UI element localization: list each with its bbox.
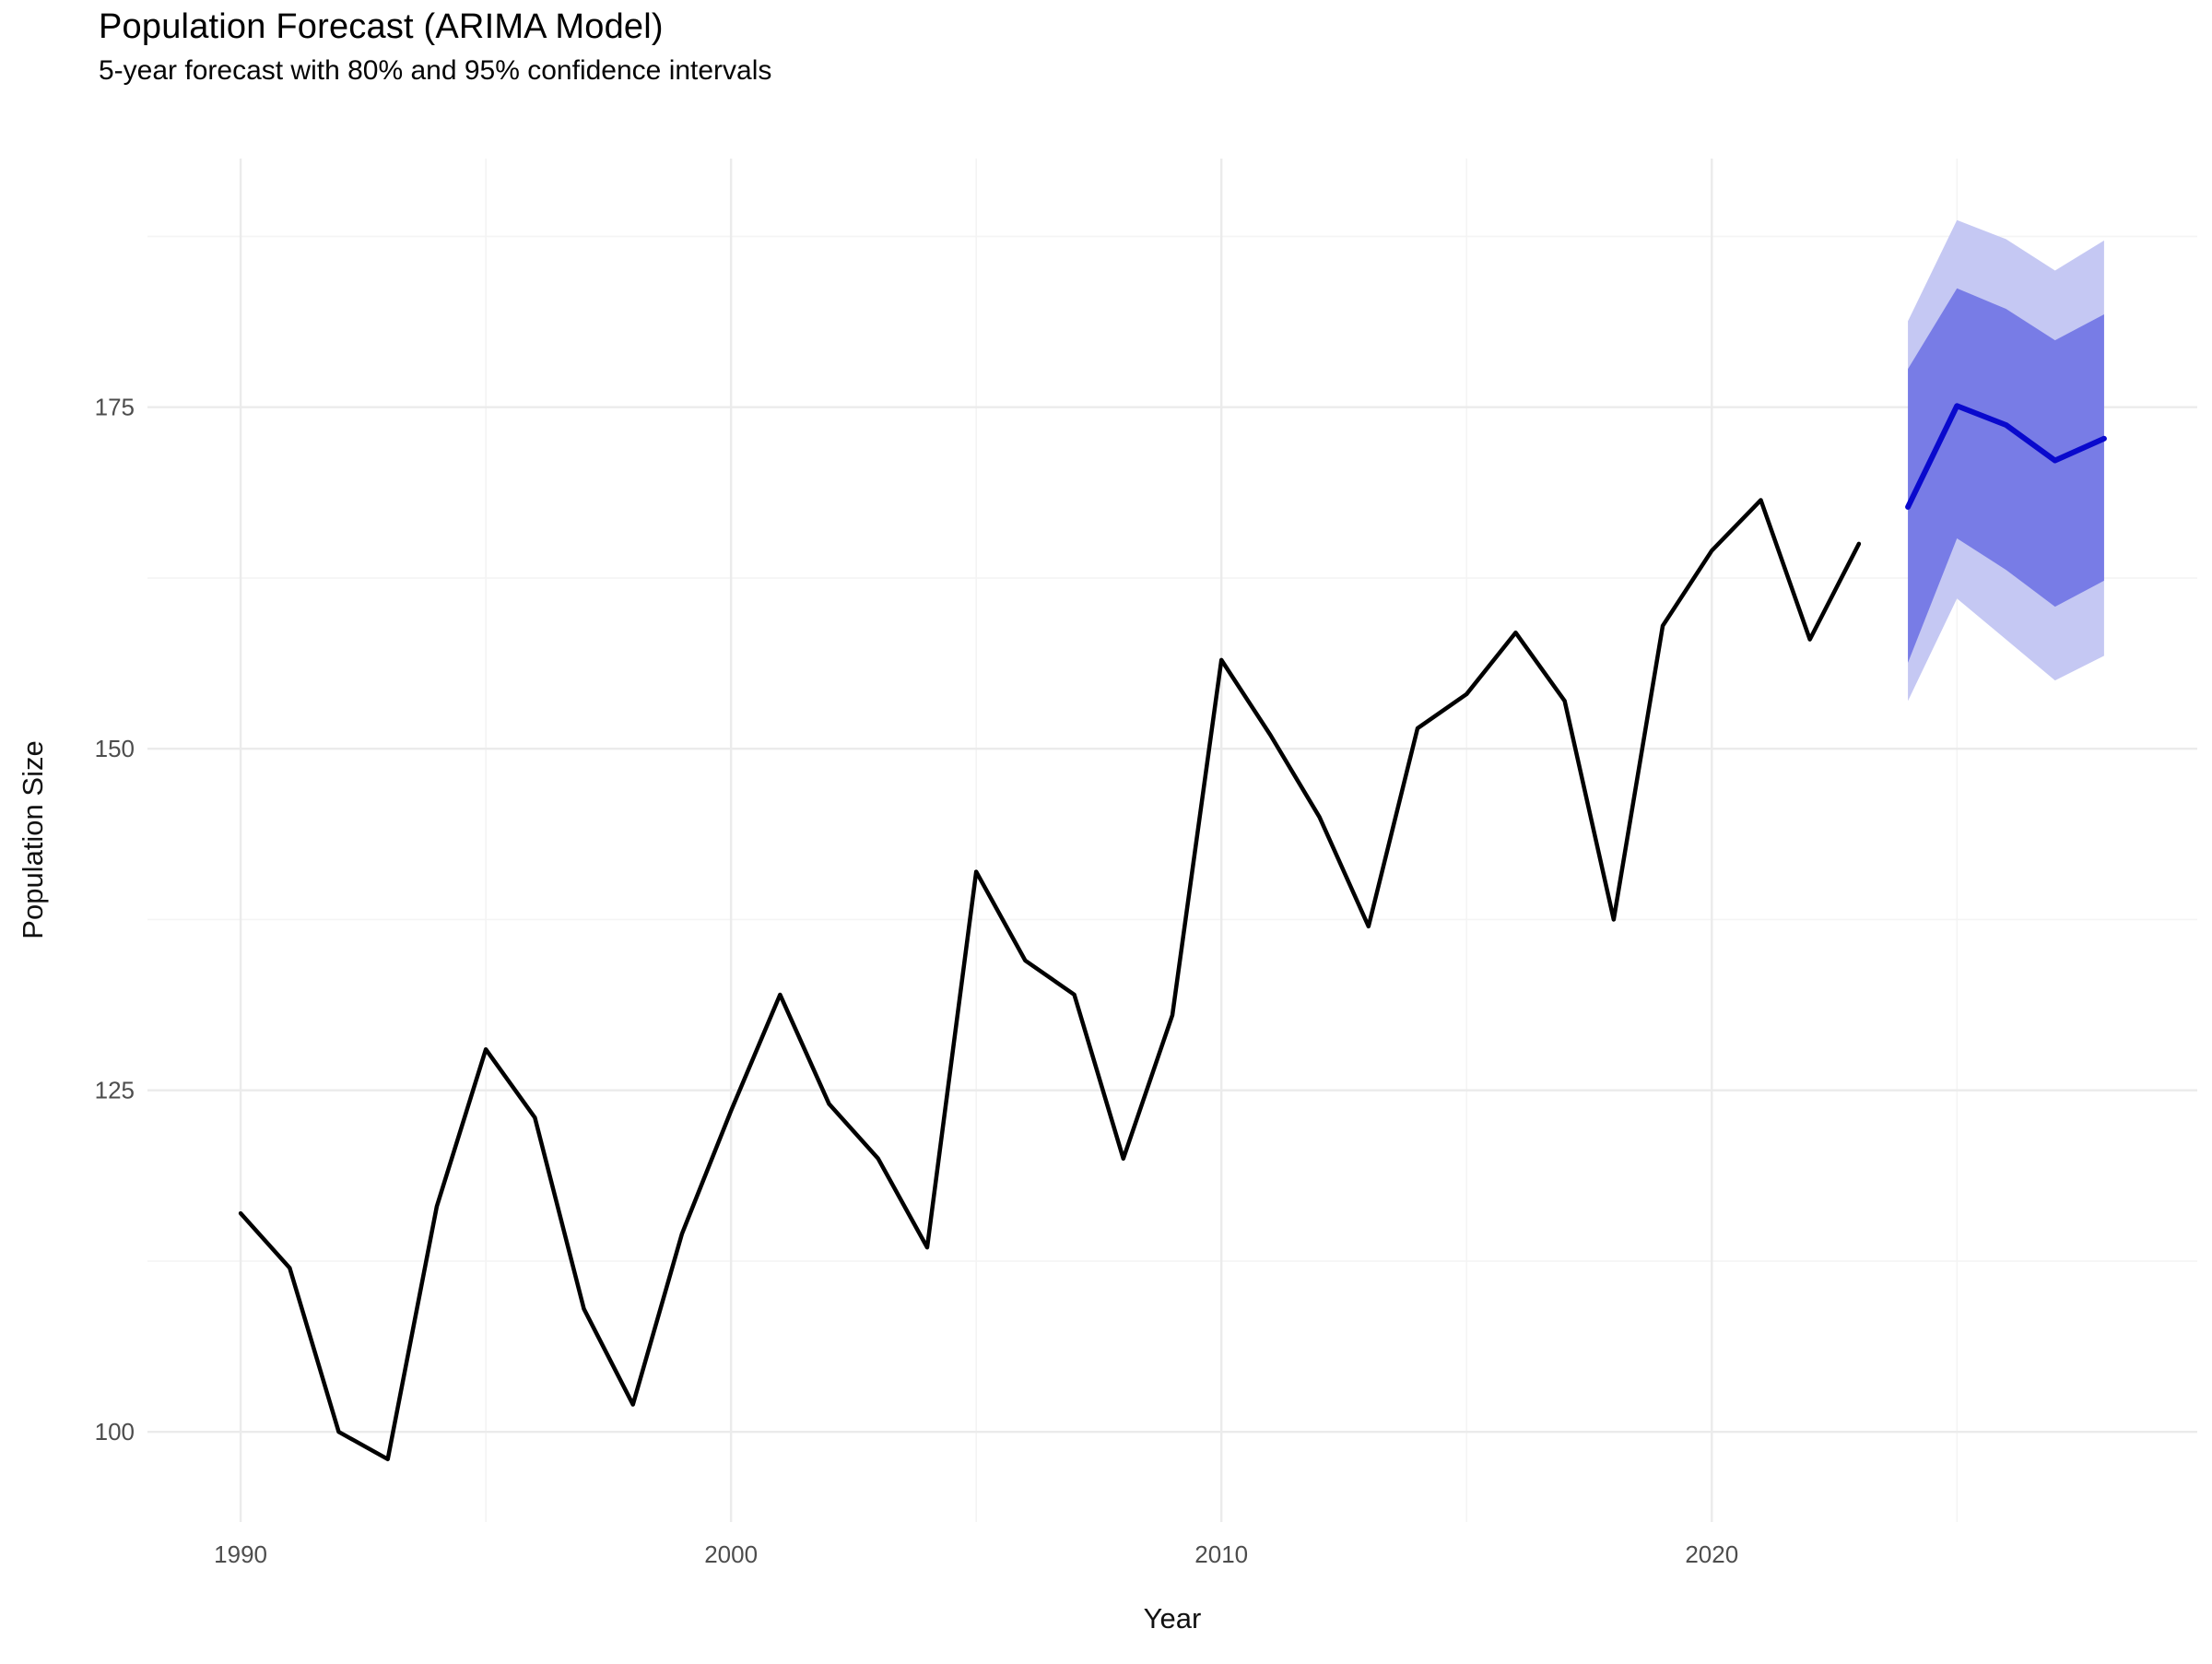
major-gridlines — [147, 159, 2197, 1522]
x-tick-label: 2020 — [1685, 1540, 1738, 1568]
x-tick-label: 2010 — [1194, 1540, 1248, 1568]
ci-80-ribbon — [1908, 288, 2104, 663]
y-tick-label: 100 — [95, 1418, 135, 1446]
x-tick-label: 1990 — [214, 1540, 267, 1568]
forecast-line — [1905, 403, 2107, 510]
y-axis-title: Population Size — [17, 740, 49, 939]
chart-subtitle: 5-year forecast with 80% and 95% confide… — [99, 55, 772, 86]
x-axis-title: Year — [1143, 1602, 1202, 1634]
y-tick-label: 150 — [95, 735, 135, 762]
historical-line — [238, 498, 1862, 1462]
x-tick-label: 2000 — [704, 1540, 758, 1568]
y-tick-label: 125 — [95, 1077, 135, 1104]
y-tick-label: 175 — [95, 394, 135, 421]
minor-gridlines — [147, 159, 2197, 1522]
chart-title: Population Forecast (ARIMA Model) — [99, 7, 664, 46]
axis-tick-labels: 100 125 150 175 1990 2000 2010 2020 — [95, 394, 1739, 1568]
